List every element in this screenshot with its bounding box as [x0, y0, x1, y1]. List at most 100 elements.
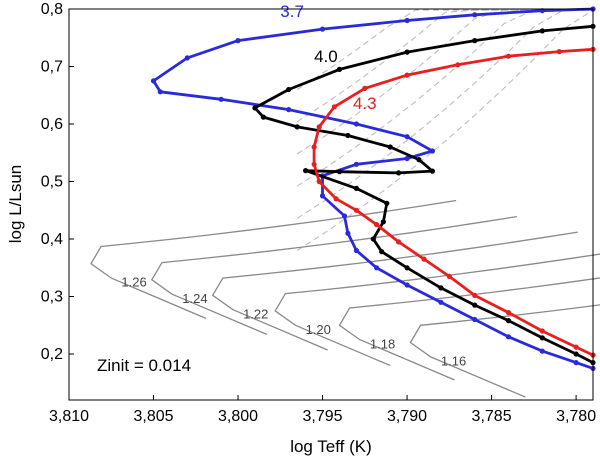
track-point — [429, 168, 435, 174]
track-point — [252, 105, 258, 111]
track-point — [319, 26, 326, 32]
track-point — [539, 328, 545, 334]
y-tick-label: 0,7 — [41, 59, 63, 76]
track-point — [505, 318, 512, 324]
track-point — [235, 38, 241, 44]
track-point — [370, 236, 376, 242]
mass-track-label: 1.24 — [182, 291, 207, 306]
y-tick-label: 0,3 — [41, 289, 63, 306]
track-point — [286, 86, 292, 93]
y-tick-label: 0,8 — [41, 1, 63, 18]
track-point — [319, 193, 326, 199]
mass-track-label: 1.20 — [306, 322, 331, 337]
y-axis-title: log L/Lsun — [6, 165, 25, 243]
track-point — [218, 96, 224, 102]
track-point — [353, 185, 359, 191]
track-point — [379, 249, 385, 255]
track-point — [374, 222, 380, 228]
x-tick-label: 3,795 — [303, 408, 343, 425]
mass-track-label: 1.26 — [121, 275, 146, 290]
x-tick-label: 3,810 — [49, 408, 89, 425]
track-point — [446, 273, 452, 279]
track-point — [353, 247, 359, 254]
track-point — [384, 200, 390, 206]
track-point — [472, 38, 478, 44]
track-point — [455, 62, 461, 68]
track-point — [387, 144, 393, 150]
track-point — [331, 104, 337, 110]
track-value-label: 4.0 — [314, 47, 338, 66]
dashed-guide-line — [296, 9, 593, 90]
track-point — [404, 134, 410, 140]
track-point — [380, 219, 386, 225]
x-tick-label: 3,780 — [556, 408, 596, 425]
track-point — [341, 213, 348, 219]
track-point — [505, 310, 512, 316]
mass-track-label: 1.16 — [441, 354, 466, 369]
track-point — [472, 302, 478, 308]
track-point — [396, 170, 402, 176]
track-point — [573, 344, 579, 350]
dashed-guide-line — [296, 9, 593, 187]
track-point — [404, 17, 410, 24]
track-point — [336, 169, 343, 175]
track-point — [539, 335, 545, 341]
track-point — [157, 89, 163, 95]
y-tick-label: 0,5 — [41, 174, 63, 191]
track-point — [311, 144, 317, 150]
y-tick-label: 0,4 — [41, 231, 63, 248]
track-point — [438, 285, 444, 291]
track-point — [438, 299, 444, 305]
dashed-guide-line — [296, 9, 594, 251]
track-point — [416, 157, 422, 163]
x-tick-label: 3,790 — [387, 408, 427, 425]
grey-mass-track — [211, 231, 578, 351]
mass-track-label: 1.22 — [243, 306, 268, 321]
track-point — [505, 334, 512, 340]
track-point — [573, 351, 579, 357]
track-point — [556, 49, 562, 55]
track-point — [345, 230, 351, 236]
track-line — [312, 47, 594, 357]
track-point — [336, 66, 343, 72]
track-point — [396, 239, 402, 245]
track-point — [333, 196, 339, 202]
track-point — [294, 124, 300, 130]
track-point — [316, 178, 322, 185]
track-point — [353, 161, 359, 167]
track-point — [472, 12, 478, 18]
grey-mass-track — [338, 277, 600, 381]
track-point — [404, 155, 410, 162]
track-point — [345, 132, 351, 139]
track-point — [316, 124, 322, 130]
track-point — [421, 256, 427, 262]
track-point — [353, 121, 359, 127]
track-point — [362, 85, 368, 91]
track-point — [404, 72, 410, 78]
dashed-guide-line — [296, 9, 593, 219]
track-point — [374, 265, 380, 271]
track-point — [573, 360, 579, 366]
track-point — [404, 49, 410, 55]
y-tick-label: 0,6 — [41, 116, 63, 133]
axis-ticks: 3,810 3,805 3,800 3,795 3,790 3,785 3,780 0,2 0,… — [41, 1, 596, 425]
grey-mass-track — [409, 304, 600, 398]
track-4-0: 4.0 — [252, 23, 596, 366]
track-line — [253, 24, 594, 364]
mass-track-label: 1.18 — [370, 336, 395, 351]
track-point — [404, 265, 410, 271]
track-point — [404, 282, 410, 288]
track-point — [184, 55, 190, 61]
zinit-annotation: Zinit = 0.014 — [97, 356, 191, 375]
track-point — [505, 53, 512, 59]
grey-mass-track — [90, 199, 457, 319]
track-point — [429, 148, 435, 154]
x-tick-label: 3,785 — [472, 408, 512, 425]
grey-mass-track — [274, 253, 600, 367]
grey-mass-track — [150, 215, 518, 335]
track-point — [539, 28, 545, 34]
track-point — [150, 78, 157, 84]
track-point — [472, 292, 478, 298]
track-point — [353, 207, 359, 213]
track-value-label: 3.7 — [280, 2, 304, 21]
